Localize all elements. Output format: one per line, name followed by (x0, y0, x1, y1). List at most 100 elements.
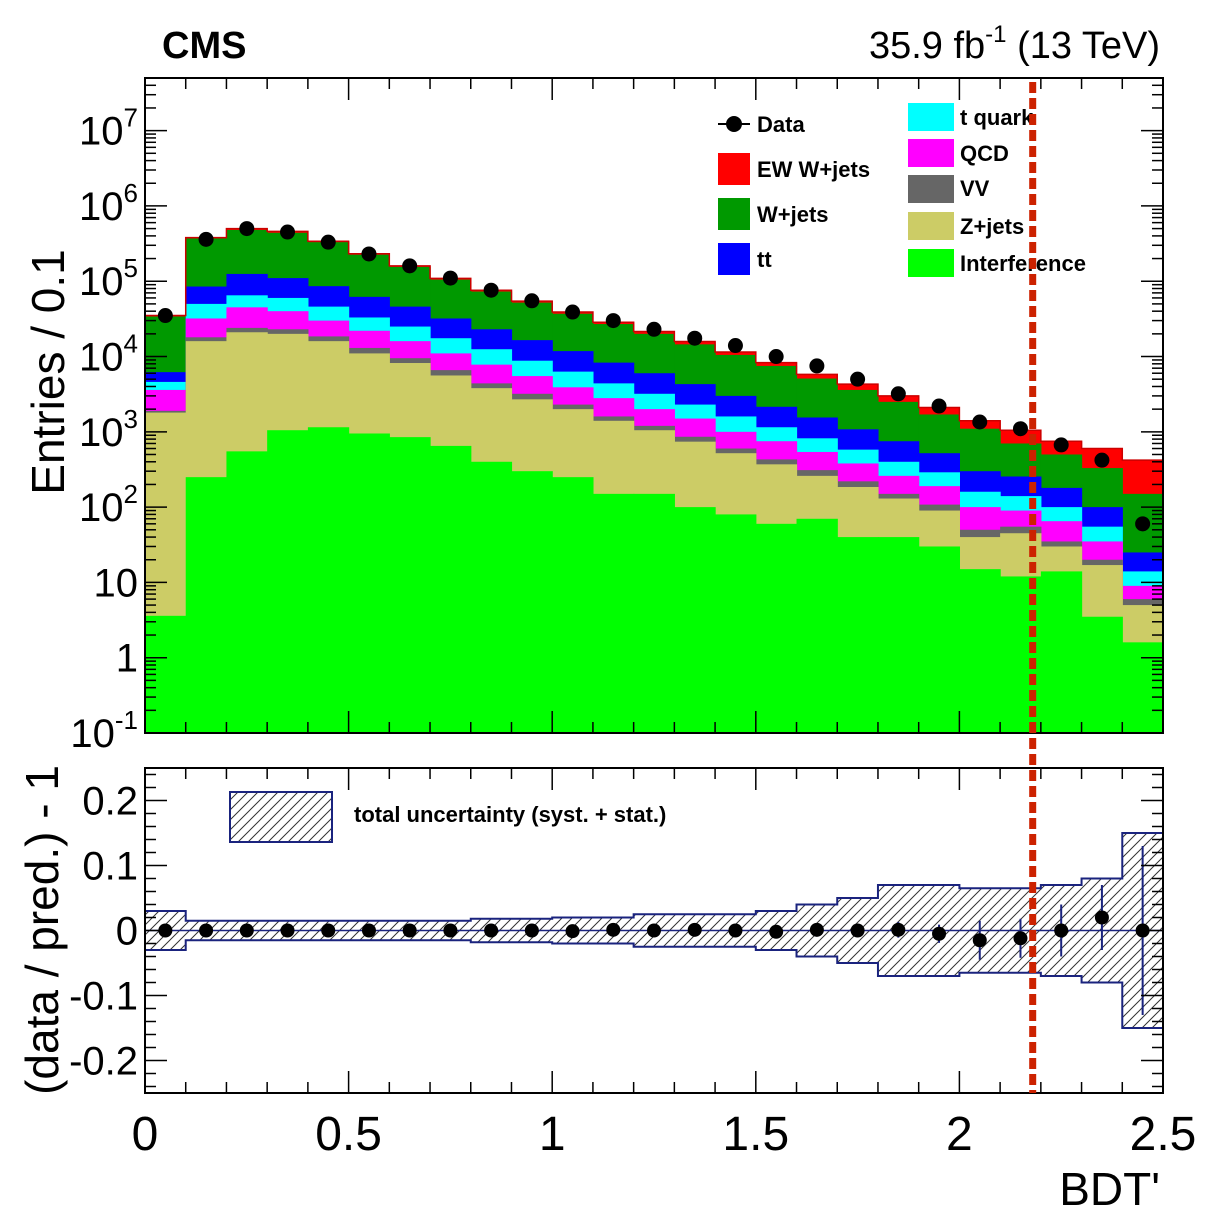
bar-interference (959, 569, 1001, 733)
bar-interference (307, 427, 350, 733)
data-point (198, 231, 214, 247)
luminosity-value: 35.9 fb (869, 25, 985, 67)
bar-interference (1040, 571, 1083, 733)
stack-interference (145, 427, 1164, 733)
ratio-y-axis-title: (data / pred.) - 1 (16, 765, 68, 1095)
data-point (1094, 452, 1110, 468)
x-tick-label: 1 (539, 1108, 566, 1161)
legend-entry-zjets: Z+jets (908, 212, 1024, 240)
bar-interference (511, 471, 553, 733)
top-axis-ticks (144, 77, 1164, 734)
bar-interference (592, 493, 635, 733)
top-y-axis-title: Entries / 0.1 (22, 249, 74, 494)
y-tick-label: 102 (79, 479, 138, 530)
data-point (605, 313, 621, 329)
luminosity-label: 35.9 fb-1 (13 TeV) (869, 21, 1160, 67)
svg-text:t quark: t quark (960, 105, 1034, 130)
y-tick-label: 10-1 (70, 705, 138, 756)
ratio-point (443, 923, 458, 938)
data-point (809, 358, 825, 374)
y-tick-label: 1 (116, 637, 138, 681)
data-point (768, 349, 784, 365)
data-point (727, 338, 743, 354)
data-point (483, 282, 499, 298)
ratio-point (728, 923, 743, 938)
ratio-y-tick-label: -0.2 (69, 1040, 138, 1084)
data-point (565, 304, 581, 320)
svg-text:tt: tt (757, 247, 772, 272)
ratio-point (647, 923, 661, 938)
legend-entry-qcd: QCD (908, 139, 1009, 167)
data-point (361, 246, 377, 262)
data-point (402, 258, 418, 274)
ratio-y-tick-label: 0 (116, 910, 138, 954)
data-point (157, 308, 173, 324)
data-point (931, 398, 947, 414)
stacked-histogram (145, 227, 1164, 734)
x-tick-label: 2 (946, 1108, 973, 1161)
data-point (972, 414, 988, 430)
data-point (1053, 437, 1069, 453)
ratio-point (1013, 931, 1028, 946)
experiment-label: CMS (162, 25, 246, 67)
x-tick-label: 0 (132, 1108, 159, 1161)
data-point (320, 234, 336, 250)
legend-entry-interference: Interference (908, 249, 1086, 277)
bar-interference (226, 451, 268, 733)
top-y-tick-labels: 10-1 1 10 102 103 104 105 106 107 (70, 103, 138, 756)
top-plot-frame (144, 77, 1164, 734)
data-point (687, 330, 703, 346)
y-tick-label: 107 (79, 103, 138, 154)
data-point (646, 321, 662, 337)
data-point (1012, 421, 1028, 437)
y-tick-label: 106 (79, 178, 138, 229)
ratio-point (687, 922, 702, 937)
bar-interference (348, 433, 390, 733)
svg-text:Z+jets: Z+jets (960, 214, 1024, 239)
ratio-panel: 0.2 0.1 0 -0.1 -0.2 0 0.5 1 1.5 2 2.5 (data / pre… (16, 765, 1196, 1215)
ratio-axis-ticks (144, 768, 1164, 1093)
data-point (442, 270, 458, 286)
y-tick-label: 105 (79, 253, 138, 304)
data-point (239, 221, 255, 237)
bar-interference (877, 537, 920, 733)
ratio-legend: total uncertainty (syst. + stat.) (229, 791, 666, 843)
bar-interference (1081, 616, 1123, 733)
svg-text:QCD: QCD (960, 141, 1009, 166)
energy-value: (13 TeV) (1017, 25, 1160, 67)
x-tick-label: 1.5 (722, 1108, 789, 1161)
legend-entry-ew-wjets: EW W+jets (718, 153, 870, 185)
ratio-point (402, 923, 417, 938)
legend: Data EW W+jets W+jets tt t quark QCD (718, 103, 1086, 277)
ratio-point (850, 923, 865, 938)
ratio-point (606, 922, 621, 937)
ratio-legend-label: total uncertainty (syst. + stat.) (354, 802, 666, 827)
data-point (1135, 516, 1151, 532)
ratio-point (565, 924, 580, 939)
ratio-y-tick-label: -0.1 (69, 975, 138, 1019)
legend-entry-data: Data (718, 112, 805, 137)
ratio-point (361, 923, 376, 938)
legend-entry-vv: VV (908, 175, 990, 203)
bar-interference (185, 477, 228, 733)
bar-interference (755, 523, 798, 733)
ratio-point (239, 923, 254, 938)
x-tick-labels: 0 0.5 1 1.5 2 2.5 (132, 1108, 1197, 1161)
ratio-point (932, 926, 947, 941)
ratio-point (524, 923, 539, 938)
y-tick-label: 104 (79, 329, 138, 380)
bar-interference (552, 477, 594, 733)
legend-entry-ttbar: tt (718, 243, 772, 275)
y-tick-label: 10 (94, 561, 139, 605)
ratio-y-tick-labels: 0.2 0.1 0 -0.1 -0.2 (69, 780, 138, 1084)
data-points (157, 221, 1151, 532)
ratio-point (1094, 910, 1109, 925)
ratio-point (809, 922, 824, 937)
ratio-point (972, 933, 987, 948)
data-point (280, 224, 296, 240)
ratio-points (158, 846, 1150, 1015)
x-tick-label: 2.5 (1130, 1108, 1197, 1161)
ratio-y-tick-label: 0.1 (82, 845, 138, 889)
svg-text:Data: Data (757, 112, 805, 137)
